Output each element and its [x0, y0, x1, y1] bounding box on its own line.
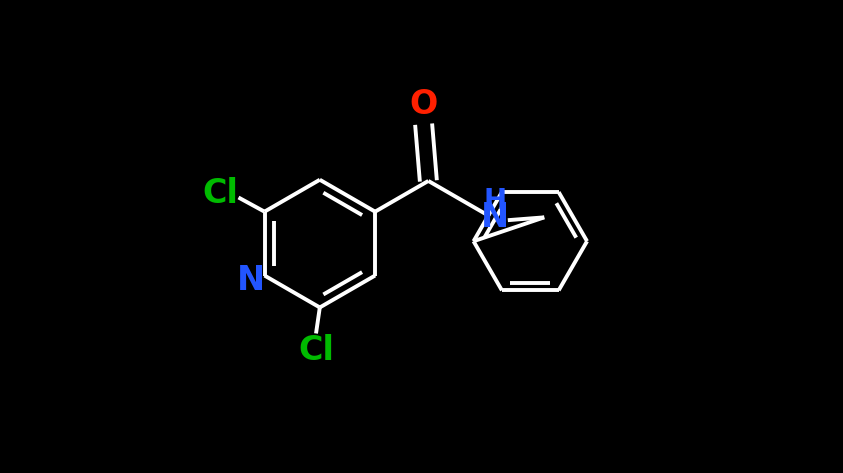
Text: N: N — [481, 201, 508, 234]
Text: Cl: Cl — [298, 333, 334, 367]
Text: N: N — [237, 264, 266, 297]
Text: Cl: Cl — [202, 177, 239, 210]
Text: H: H — [483, 187, 506, 215]
Text: O: O — [410, 88, 438, 121]
